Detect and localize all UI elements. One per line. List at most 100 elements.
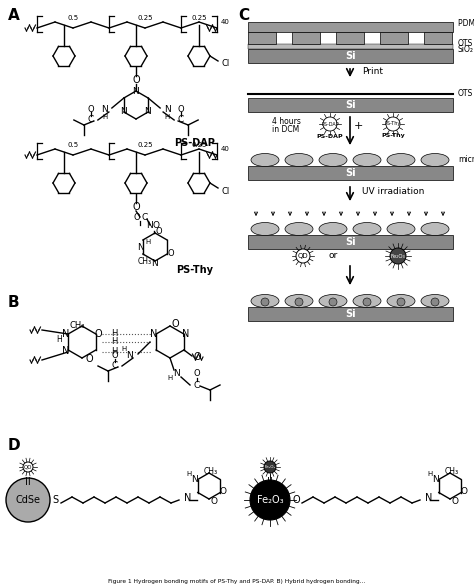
- Ellipse shape: [387, 153, 415, 166]
- Text: PS-DAP: PS-DAP: [321, 122, 339, 126]
- Ellipse shape: [251, 295, 279, 308]
- Text: H: H: [167, 375, 173, 381]
- Ellipse shape: [251, 153, 279, 166]
- Ellipse shape: [319, 222, 347, 236]
- Text: CH₃: CH₃: [445, 466, 459, 476]
- Text: OTS: OTS: [458, 38, 473, 48]
- Text: PS-Thy: PS-Thy: [176, 265, 213, 275]
- Text: O: O: [193, 352, 201, 362]
- Text: N: N: [150, 329, 158, 339]
- Text: Fe₂O₃: Fe₂O₃: [391, 253, 405, 259]
- Ellipse shape: [319, 295, 347, 308]
- Bar: [248, 307, 453, 321]
- Bar: [248, 44, 453, 49]
- Circle shape: [390, 248, 406, 264]
- Ellipse shape: [421, 295, 449, 308]
- Text: C: C: [194, 380, 200, 389]
- Text: C: C: [112, 362, 118, 370]
- Text: O: O: [178, 105, 184, 113]
- Circle shape: [386, 117, 400, 131]
- Text: A: A: [8, 8, 20, 23]
- Text: H: H: [146, 239, 151, 245]
- Text: N: N: [120, 108, 128, 116]
- Text: PS-Thy: PS-Thy: [381, 133, 405, 139]
- Text: O: O: [134, 213, 140, 222]
- Circle shape: [295, 298, 303, 306]
- Bar: [248, 98, 453, 112]
- Text: PDMS stamp: PDMS stamp: [458, 18, 474, 28]
- Text: O: O: [94, 329, 102, 339]
- Bar: [248, 32, 276, 44]
- Text: PS-DAP: PS-DAP: [317, 133, 343, 139]
- Bar: [248, 235, 453, 249]
- Text: O: O: [132, 202, 140, 212]
- Text: II: II: [25, 477, 31, 487]
- Circle shape: [296, 249, 310, 263]
- Circle shape: [261, 298, 269, 306]
- Text: N: N: [184, 493, 191, 503]
- Circle shape: [397, 298, 405, 306]
- Text: N: N: [182, 329, 190, 339]
- Text: 0.25: 0.25: [137, 15, 153, 21]
- Text: N: N: [137, 242, 145, 252]
- Ellipse shape: [387, 295, 415, 308]
- Text: CH₃: CH₃: [69, 320, 85, 329]
- Text: B: B: [8, 295, 19, 310]
- Text: H: H: [111, 329, 117, 338]
- Text: SiO₂: SiO₂: [458, 45, 474, 54]
- Circle shape: [363, 298, 371, 306]
- Text: O: O: [194, 369, 201, 379]
- Text: S: S: [52, 495, 58, 505]
- Text: H: H: [428, 471, 433, 477]
- Bar: [248, 22, 453, 32]
- Text: O: O: [461, 486, 467, 496]
- Text: O: O: [88, 105, 94, 113]
- Text: Cl: Cl: [222, 59, 230, 68]
- Ellipse shape: [251, 222, 279, 236]
- Text: N: N: [164, 105, 171, 113]
- Ellipse shape: [353, 153, 381, 166]
- Text: Cl: Cl: [222, 186, 230, 195]
- Ellipse shape: [387, 222, 415, 236]
- Text: O: O: [85, 354, 93, 364]
- Text: microgel: microgel: [458, 155, 474, 165]
- Text: 0.5: 0.5: [67, 142, 79, 148]
- Text: C: C: [88, 115, 94, 125]
- Text: Figure 1 Hydrogen bonding motifs of PS-Thy and PS-DAP. B) Hybrid hydrogen bondin: Figure 1 Hydrogen bonding motifs of PS-T…: [109, 580, 365, 584]
- Text: PS-DAP: PS-DAP: [174, 138, 216, 148]
- Text: N: N: [62, 346, 70, 356]
- Text: Si: Si: [345, 309, 356, 319]
- Text: N: N: [101, 105, 108, 113]
- Text: N: N: [133, 86, 139, 95]
- Circle shape: [329, 298, 337, 306]
- Bar: [424, 32, 452, 44]
- Text: Si: Si: [345, 100, 356, 110]
- Ellipse shape: [421, 153, 449, 166]
- Text: N: N: [152, 259, 158, 268]
- Text: UV irradiation: UV irradiation: [362, 188, 424, 196]
- Text: O: O: [452, 496, 458, 506]
- Text: N: N: [146, 220, 154, 229]
- Text: Si: Si: [345, 168, 356, 178]
- Text: O: O: [210, 496, 218, 506]
- Text: O: O: [292, 495, 300, 505]
- Text: O: O: [132, 75, 140, 85]
- Text: N: N: [173, 369, 181, 379]
- Bar: [248, 49, 453, 63]
- Text: C: C: [178, 115, 184, 125]
- Text: O: O: [112, 350, 118, 359]
- Text: O: O: [168, 249, 174, 258]
- Text: C: C: [142, 213, 148, 222]
- Bar: [336, 32, 364, 44]
- Text: H: H: [102, 114, 108, 120]
- Circle shape: [6, 478, 50, 522]
- Bar: [380, 32, 408, 44]
- Text: or: or: [328, 252, 337, 260]
- Ellipse shape: [421, 222, 449, 236]
- Ellipse shape: [285, 153, 313, 166]
- Circle shape: [23, 462, 33, 472]
- Text: 40: 40: [221, 19, 230, 25]
- Text: 0.25: 0.25: [137, 142, 153, 148]
- Bar: [248, 166, 453, 180]
- Text: O: O: [155, 226, 162, 236]
